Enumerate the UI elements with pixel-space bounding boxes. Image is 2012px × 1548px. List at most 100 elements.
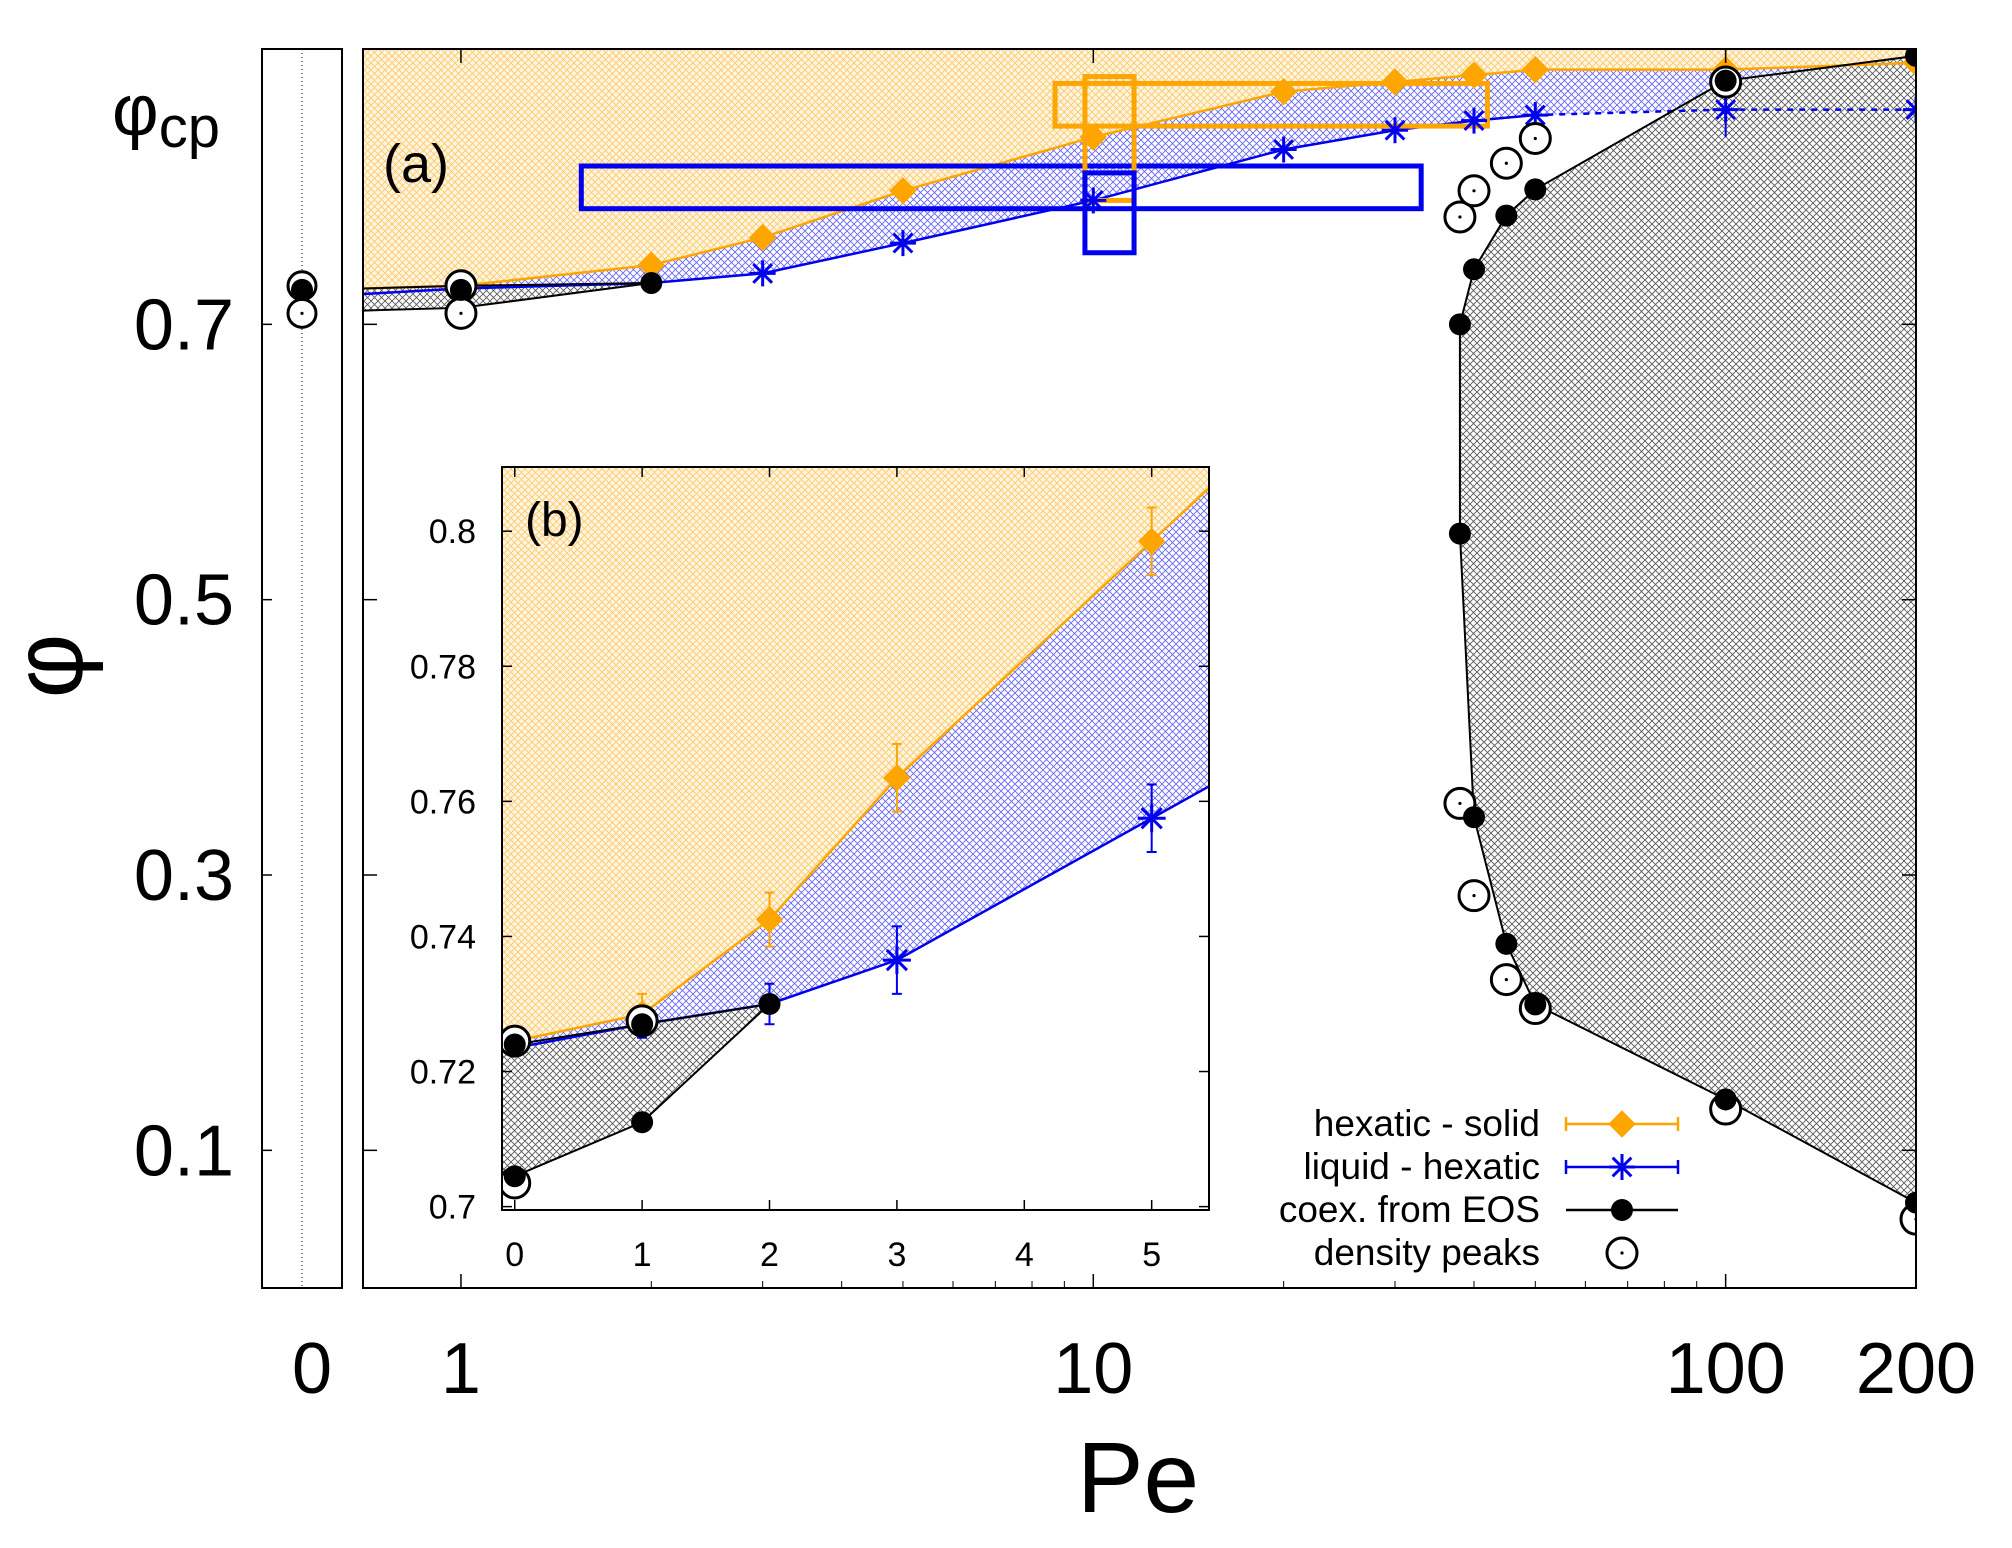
zoom-box-3	[1082, 170, 1137, 256]
liquid-hexatic-point-d2	[752, 262, 774, 284]
liquid-hexatic-point	[749, 260, 776, 287]
hexatic-solid-point	[1521, 55, 1549, 84]
legend-marker	[1611, 1199, 1633, 1221]
density-peak-point-center	[1472, 894, 1476, 898]
x-axis-label: Pe	[1077, 1422, 1199, 1534]
inset-x-tick-label: 5	[1142, 1236, 1161, 1274]
inset-hexatic-region	[514, 488, 1209, 1048]
density-peak-point-center	[1504, 161, 1508, 165]
coex-line-dome	[1458, 54, 1916, 1204]
main-frame	[362, 48, 1917, 1289]
liquid-hexatic-point	[1903, 96, 1916, 123]
zero-density-peak-center	[300, 311, 304, 315]
liquid-hexatic-point-d2	[1273, 139, 1295, 160]
inset-coex-point	[758, 992, 781, 1015]
liquid-hexatic-point-d2	[1384, 119, 1406, 141]
liquid-hexatic-point	[1270, 136, 1297, 163]
legend-marker	[1608, 1110, 1636, 1138]
liquid-hexatic-point-d2	[1082, 190, 1104, 211]
coex-point	[1905, 1191, 1916, 1214]
coex-point	[1463, 258, 1486, 281]
inset-panel: 0.7 0.72 0.74 0.76 0.78 0.8 0 1 2 3 4 5 (b)	[410, 466, 1210, 1274]
inset-liquid-hexatic-point	[1137, 804, 1166, 833]
legend-label: hexatic - solid	[1314, 1103, 1540, 1144]
coex-point	[640, 272, 663, 295]
inset-x-tick-label: 0	[505, 1236, 524, 1274]
coex-point	[1524, 993, 1547, 1016]
coex-point	[1495, 932, 1518, 955]
zero-coex-point	[291, 278, 313, 301]
y-axis-label: φ	[0, 634, 104, 699]
panel-label-a: (a)	[383, 134, 449, 194]
density-peak-point-center	[459, 311, 463, 315]
inset-liquid-hexatic-point-d2	[1140, 807, 1163, 830]
hexatic-solid-point	[1269, 77, 1298, 106]
inset-y-tick-label: 0.74	[410, 918, 476, 956]
hexatic-solid-region	[363, 49, 1916, 289]
inset-coex-point	[631, 1013, 654, 1036]
hexatic-solid-point	[1460, 61, 1488, 89]
liquid-hexatic-point	[1080, 187, 1107, 214]
inset-liquid-hexatic-point	[882, 946, 911, 975]
coex-point	[449, 278, 472, 301]
hexatic-region	[363, 62, 1916, 295]
coex-point	[1714, 1088, 1737, 1111]
inset-x-tick-label: 4	[1015, 1236, 1034, 1274]
y-tick-label: 0.1	[134, 1111, 234, 1191]
inset-coex-point	[631, 1111, 654, 1134]
legend-marker-center	[1620, 1251, 1624, 1255]
density-peak-point-center	[1504, 978, 1508, 982]
inset-frame	[501, 466, 1210, 1211]
liquid-hexatic-point-d2	[1463, 110, 1485, 132]
y-tick-label: 0.3	[134, 836, 234, 916]
liquid-hexatic-point	[889, 230, 916, 257]
density-peak-point-center	[1458, 801, 1462, 806]
zoom-box-1	[1052, 80, 1490, 129]
density-peak-point-center	[1533, 136, 1537, 141]
x-tick-label: 100	[1666, 1329, 1786, 1409]
y-tick-label: 0.5	[134, 561, 234, 641]
liquid-hexatic-point-d1	[1905, 99, 1916, 112]
coex-point	[1905, 49, 1916, 67]
density-peak-point-center	[1458, 215, 1462, 219]
inset-x-tick-label: 3	[887, 1236, 906, 1274]
inset-y-tick-label: 0.8	[429, 513, 476, 551]
phi-cp-label: φcp	[112, 71, 220, 160]
coex-point	[1463, 806, 1486, 829]
liquid-hexatic-point	[1461, 107, 1488, 134]
liquid-hexatic-point-d2	[1905, 107, 1916, 120]
legend-label: liquid - hexatic	[1303, 1146, 1540, 1187]
hexatic-solid-line	[363, 61, 1916, 290]
x-tick-label: 1	[441, 1329, 481, 1409]
legend-marker	[1609, 1154, 1635, 1180]
inset-y-tick-label: 0.78	[410, 648, 476, 686]
inset-hexatic-solid-point	[1137, 527, 1166, 556]
legend-label: density peaks	[1314, 1232, 1540, 1273]
coex-point	[1448, 522, 1471, 545]
y-tick-label: 0.7	[134, 285, 234, 365]
zoom-box-0	[578, 163, 1424, 212]
coex-region-dome	[1459, 55, 1916, 1203]
main-panel-fills	[363, 49, 1916, 1203]
legend-marker-d2	[1611, 1156, 1633, 1178]
inset-x-tick-label: 2	[760, 1236, 779, 1274]
inset-y-tick-label: 0.76	[410, 783, 476, 821]
inset-coex-point	[503, 1033, 526, 1056]
x-tick-label: 200	[1856, 1329, 1976, 1409]
liquid-hexatic-point-d2	[1524, 104, 1546, 126]
axis-labels: Pe φ	[0, 634, 1199, 1534]
inset-hexatic-solid-point	[755, 905, 784, 934]
coex-point	[1448, 313, 1471, 336]
density-peak-point-center	[1472, 189, 1476, 193]
coex-point	[1524, 178, 1547, 201]
hexatic-solid-point	[889, 177, 917, 205]
liquid-hexatic-point	[1382, 117, 1409, 144]
zero-frame	[261, 48, 343, 1289]
zero-x-tick-label: 0	[292, 1329, 332, 1409]
hexatic-solid-point	[748, 223, 777, 252]
inset-hexatic-solid-region	[502, 467, 1209, 1042]
phi-cp-subscript: cp	[159, 95, 220, 160]
